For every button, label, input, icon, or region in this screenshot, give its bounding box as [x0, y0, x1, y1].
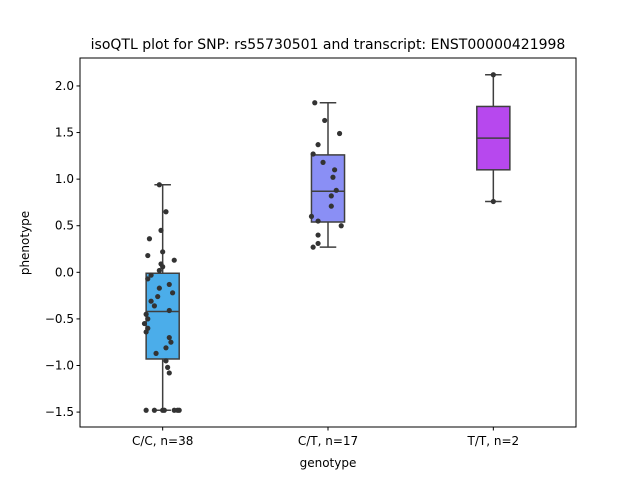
data-point [330, 174, 336, 180]
data-point [312, 100, 318, 106]
y-tick-label: −0.5 [45, 312, 74, 326]
data-point [322, 117, 328, 124]
data-point [163, 358, 169, 364]
data-point [141, 320, 148, 327]
data-point [310, 244, 316, 250]
data-point [153, 350, 159, 356]
data-point [145, 252, 151, 259]
y-tick-label: 0.5 [55, 219, 74, 233]
box [145, 272, 180, 360]
data-point [163, 209, 169, 215]
data-point [320, 159, 326, 165]
data-point [145, 316, 151, 322]
y-tick-label: 0.0 [55, 265, 74, 279]
data-point [148, 298, 154, 304]
data-point [315, 232, 321, 238]
data-point [338, 223, 344, 229]
data-point [160, 249, 166, 255]
data-point [490, 198, 496, 205]
data-point [166, 281, 172, 288]
data-point [156, 182, 162, 188]
y-axis: −1.5 −1.0 −0.5 0.0 0.5 1.0 1.5 2.0 [45, 79, 80, 419]
box [310, 154, 346, 223]
data-point [160, 264, 166, 270]
data-point [332, 167, 338, 173]
data-point [158, 227, 164, 233]
data-point [151, 303, 157, 309]
data-point [308, 213, 315, 220]
data-point [490, 72, 496, 78]
data-point [315, 218, 321, 224]
data-point [171, 257, 177, 263]
data-point [143, 329, 149, 335]
y-axis-label: phenotype [18, 211, 32, 275]
chart-title: isoQTL plot for SNP: rs55730501 and tran… [91, 37, 566, 53]
data-point [156, 285, 162, 291]
data-point [165, 364, 171, 370]
data-point [315, 240, 321, 247]
box-group [141, 182, 182, 413]
data-point [151, 407, 157, 413]
y-tick-label: 1.0 [55, 172, 74, 186]
box-group [308, 100, 346, 250]
plot-area [141, 72, 511, 413]
data-point [143, 407, 149, 413]
data-point [168, 339, 174, 345]
x-tick-label: C/C, n=38 [132, 434, 193, 448]
data-point [146, 236, 153, 242]
data-point [145, 276, 151, 282]
data-point [328, 193, 334, 199]
data-point [169, 290, 176, 296]
box-group [476, 72, 511, 205]
data-point [310, 151, 316, 157]
data-point [333, 187, 339, 193]
data-point [174, 407, 181, 413]
data-point [155, 293, 161, 300]
y-tick-label: −1.5 [45, 405, 74, 419]
data-point [163, 345, 169, 351]
y-tick-label: 1.5 [55, 126, 74, 140]
y-tick-label: 2.0 [55, 79, 74, 93]
data-point [143, 311, 149, 317]
data-point [166, 307, 172, 314]
x-axis: C/C, n=38 C/T, n=17 T/T, n=2 [132, 427, 519, 448]
data-point [161, 407, 167, 413]
data-point [148, 272, 154, 278]
data-point [336, 130, 343, 137]
data-point [166, 370, 172, 376]
data-point [315, 142, 321, 148]
data-point [328, 203, 334, 209]
data-point [156, 267, 162, 274]
x-tick-label: T/T, n=2 [467, 434, 520, 448]
x-tick-label: C/T, n=17 [298, 434, 358, 448]
data-point [166, 334, 172, 341]
y-tick-label: −1.0 [45, 359, 74, 373]
x-axis-label: genotype [300, 456, 357, 470]
